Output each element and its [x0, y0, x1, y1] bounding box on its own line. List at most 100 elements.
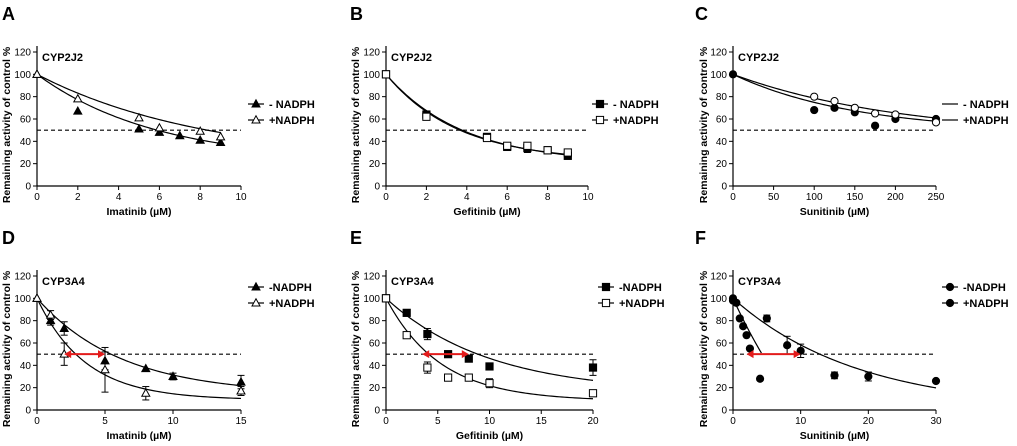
- legend-marker: [945, 282, 955, 292]
- y-tick-label: 40: [369, 361, 381, 372]
- y-tick-label: 40: [20, 137, 32, 148]
- y-tick-label: 60: [716, 339, 728, 350]
- enzyme-title: CYP2J2: [391, 52, 432, 64]
- data-point: [891, 110, 900, 119]
- x-tick-label: 150: [846, 192, 863, 203]
- panel-letter: E: [350, 228, 362, 248]
- data-point: [215, 137, 226, 146]
- data-point: [931, 118, 941, 127]
- x-tick-label: 10: [484, 416, 496, 427]
- data-point: [381, 294, 391, 303]
- x-tick-label: 0: [34, 416, 40, 427]
- panel-letter: A: [2, 4, 15, 24]
- legend-marker: [945, 298, 955, 308]
- data-point: [45, 315, 56, 325]
- panel-letter: F: [695, 228, 706, 248]
- data-point: [728, 70, 738, 79]
- y-axis-label: Remaining activity of control %: [1, 270, 13, 427]
- y-tick-label: 100: [14, 294, 31, 305]
- y-tick-label: 120: [14, 272, 31, 283]
- x-axis-label: Sunitinib (µM): [800, 206, 870, 218]
- legend-marker: [251, 98, 261, 108]
- y-tick-label: 40: [716, 137, 728, 148]
- legend-label: -NADPH: [963, 282, 1006, 294]
- series-plus-nadph: [728, 294, 941, 386]
- y-tick-label: 80: [20, 316, 32, 327]
- series-plus-nadph: [32, 69, 226, 141]
- legend-marker: [601, 298, 611, 308]
- data-point: [422, 112, 431, 121]
- legend: -NADPH +NADPH: [942, 282, 1009, 310]
- series-minus-nadph: [381, 70, 572, 160]
- enzyme-title: CYP2J2: [42, 52, 83, 64]
- data-point: [72, 105, 83, 115]
- legend-label: +NADPH: [269, 298, 315, 310]
- y-tick-label: 40: [369, 137, 381, 148]
- x-tick-label: 15: [536, 416, 548, 427]
- x-tick-label: 2: [75, 192, 81, 203]
- arrow-head-right: [461, 350, 469, 359]
- x-tick-label: 6: [504, 192, 510, 203]
- data-point: [830, 97, 839, 106]
- y-tick-label: 0: [721, 406, 727, 417]
- legend-marker: [595, 99, 605, 109]
- data-point: [485, 362, 494, 371]
- data-point: [503, 141, 512, 150]
- fit-curve-plus-nadph: [36, 73, 221, 134]
- series-plus-nadph: [810, 92, 941, 127]
- y-tick-label: 120: [363, 272, 380, 283]
- x-tick-label: 10: [235, 192, 247, 203]
- data-point: [464, 373, 473, 382]
- x-tick-label: 0: [383, 416, 389, 427]
- y-tick-label: 20: [716, 159, 728, 170]
- x-tick-label: 5: [102, 416, 108, 427]
- x-tick-label: 2: [424, 192, 430, 203]
- series-minus-nadph: [728, 70, 941, 130]
- data-point: [45, 309, 56, 319]
- data-point: [871, 121, 880, 130]
- data-point: [464, 354, 473, 363]
- data-point: [195, 134, 206, 144]
- enzyme-title: CYP3A4: [738, 276, 782, 288]
- y-axis-label: Remaining activity of control %: [1, 46, 13, 203]
- panel-letter: C: [695, 4, 708, 24]
- legend: -NADPH +NADPH: [248, 281, 315, 310]
- legend: - NADPH +NADPH: [592, 99, 659, 127]
- series-plus-nadph: [381, 294, 598, 398]
- enzyme-title: CYP2J2: [738, 52, 779, 64]
- legend: -NADPH +NADPH: [598, 282, 665, 310]
- y-tick-label: 40: [20, 361, 32, 372]
- data-point: [402, 308, 411, 317]
- data-point: [168, 371, 178, 380]
- series-plus-nadph: [32, 293, 246, 401]
- legend-label: +NADPH: [613, 115, 659, 127]
- data-point: [739, 322, 748, 331]
- x-tick-label: 6: [157, 192, 163, 203]
- x-tick-label: 50: [768, 192, 780, 203]
- data-point: [195, 126, 206, 135]
- data-point: [444, 373, 453, 382]
- x-tick-label: 8: [197, 192, 203, 203]
- data-point: [931, 376, 941, 386]
- y-tick-label: 80: [369, 316, 381, 327]
- legend-label: - NADPH: [963, 99, 1009, 111]
- x-axis-label: Imatinib (µM): [107, 430, 172, 442]
- arrow-head-left: [422, 350, 430, 359]
- x-tick-label: 15: [235, 416, 247, 427]
- y-tick-label: 120: [710, 272, 727, 283]
- data-point: [742, 331, 751, 340]
- y-tick-label: 60: [369, 115, 381, 126]
- legend-marker: [251, 114, 261, 124]
- panel-b: B 0 20 40 60 80 100 120 0 2 4 6 8 10 Gefitinib (µM) Rem…: [350, 4, 659, 218]
- x-tick-label: 5: [435, 416, 441, 427]
- x-tick-label: 20: [863, 416, 875, 427]
- x-tick-label: 0: [383, 192, 389, 203]
- x-tick-label: 20: [587, 416, 599, 427]
- panel-d: D 0 20 40 60 80 100 120 0 5 10 15 Imatinib (µM) Remai…: [1, 228, 315, 442]
- y-tick-label: 60: [20, 339, 32, 350]
- fit-curve-plus-nadph: [732, 297, 937, 389]
- data-point: [523, 141, 532, 150]
- y-axis-label: Remaining activity of control %: [698, 46, 710, 203]
- y-axis-label: Remaining activity of control %: [698, 270, 710, 427]
